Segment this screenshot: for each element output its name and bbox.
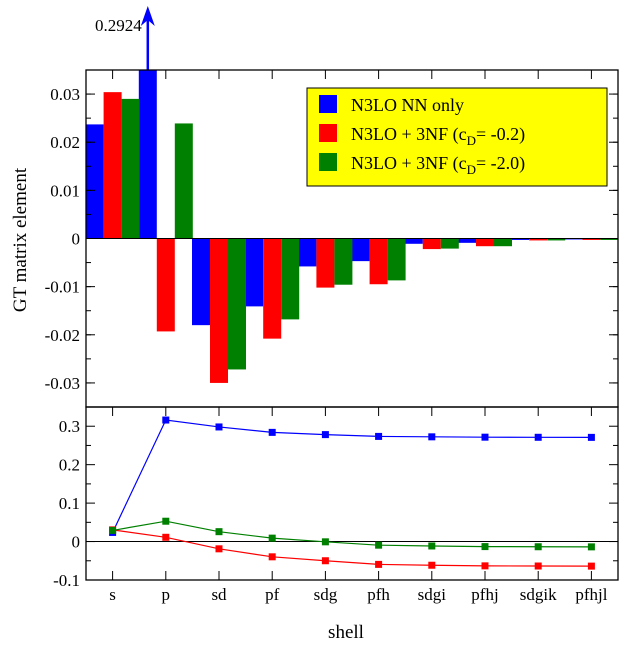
line-series-1 xyxy=(112,419,592,533)
point-p-series-3 xyxy=(162,517,170,525)
point-pfhjl-series-2 xyxy=(587,562,595,570)
point-sdg-series-1 xyxy=(321,431,329,439)
point-s-series-3 xyxy=(109,526,117,534)
point-pfh-series-3 xyxy=(375,541,383,549)
xtick-label-pfh: pfh xyxy=(367,585,390,604)
bar-pfhj-series-2 xyxy=(476,238,494,247)
legend-swatch-2 xyxy=(319,124,337,142)
bar-sdgik-series-3 xyxy=(547,238,566,241)
xtick-label-sdgik: sdgik xyxy=(520,585,557,604)
point-pf-series-3 xyxy=(268,534,276,542)
overflow-annotation: 0.2924 xyxy=(95,16,142,35)
bar-sdgi-series-3 xyxy=(440,238,459,249)
top-ytick-label: 0.02 xyxy=(50,133,80,152)
bar-pfhjl-series-3 xyxy=(600,238,619,240)
top-ytick-label: -0.01 xyxy=(45,278,80,297)
bar-sdgik-series-2 xyxy=(529,238,548,241)
bar-p-series-3 xyxy=(174,123,193,239)
line-series-2 xyxy=(112,529,592,567)
bottom-ytick-label: 0.3 xyxy=(59,417,80,436)
legend-swatch-1 xyxy=(319,95,337,113)
top-ytick-label: 0 xyxy=(72,230,81,249)
bar-pf-series-2 xyxy=(263,238,282,339)
bar-sdg-series-3 xyxy=(334,238,353,285)
point-sdgik-series-1 xyxy=(534,433,542,441)
bar-sdg-series-2 xyxy=(316,238,335,288)
bar-pf-series-1 xyxy=(245,238,264,307)
bar-pfhj-series-3 xyxy=(494,238,512,247)
xtick-label-sdg: sdg xyxy=(314,585,338,604)
point-sd-series-2 xyxy=(215,545,223,553)
xtick-label-pfhjl: pfhjl xyxy=(575,585,607,604)
bar-pfh-series-3 xyxy=(387,238,406,281)
bar-s-series-3 xyxy=(121,98,140,239)
xtick-label-pf: pf xyxy=(265,585,280,604)
overflow-arrow-head xyxy=(140,6,155,26)
bar-sdg-series-1 xyxy=(298,238,317,267)
point-pf-series-1 xyxy=(268,428,276,436)
bottom-plot-frame xyxy=(85,406,619,581)
bar-sdgik-series-1 xyxy=(511,238,530,240)
xtick-label-pfhj: pfhj xyxy=(471,585,498,604)
point-p-series-2 xyxy=(162,533,170,541)
legend-label-3: N3LO + 3NF (cD= -2.0) xyxy=(351,153,525,177)
point-pfhj-series-1 xyxy=(481,433,489,441)
legend-swatch-3 xyxy=(319,153,337,171)
point-sdg-series-3 xyxy=(321,538,329,546)
point-sd-series-1 xyxy=(215,423,223,431)
bottom-panel: -0.1 0 0.1 0.2 0.3 s p sd pf sdg pfh sdgi pfhj sdgik p… xyxy=(53,406,619,604)
xtick-label-p: p xyxy=(162,585,171,604)
top-ytick-label: 0.01 xyxy=(50,181,80,200)
bar-sd-series-1 xyxy=(192,238,210,326)
xtick-label-sdgi: sdgi xyxy=(418,585,447,604)
point-pfh-series-1 xyxy=(375,432,383,440)
legend-label-1: N3LO NN only xyxy=(351,95,464,115)
point-sdgik-series-2 xyxy=(534,562,542,570)
point-sdg-series-2 xyxy=(321,557,329,565)
point-pfhjl-series-3 xyxy=(587,543,595,551)
bar-s-series-2 xyxy=(103,92,122,239)
bar-sdgi-series-2 xyxy=(422,238,441,250)
legend-box xyxy=(306,87,608,187)
top-ytick-label: -0.02 xyxy=(45,326,80,345)
bar-pfhjl-series-2 xyxy=(582,238,601,240)
top-ytick-label: 0.03 xyxy=(50,85,80,104)
line-series-3 xyxy=(112,520,592,548)
bottom-ytick-label: 0.2 xyxy=(59,456,80,475)
bar-sd-series-2 xyxy=(210,238,228,383)
bottom-ytick-label: 0.1 xyxy=(59,494,80,513)
x-axis-label: shell xyxy=(328,622,364,643)
point-sdgi-series-2 xyxy=(428,561,436,569)
bar-s-series-1 xyxy=(85,124,104,239)
point-p-series-1 xyxy=(162,416,170,424)
xtick-label-sd: sd xyxy=(211,585,227,604)
point-sd-series-3 xyxy=(215,528,223,536)
point-pfhjl-series-1 xyxy=(587,433,595,441)
bar-sdgi-series-1 xyxy=(404,238,423,244)
point-pfhj-series-2 xyxy=(481,562,489,570)
bottom-ytick-label: 0 xyxy=(72,533,81,552)
point-sdgi-series-1 xyxy=(428,433,436,441)
point-pfhj-series-3 xyxy=(481,543,489,551)
xtick-label-s: s xyxy=(109,585,116,604)
bar-p-series-1 xyxy=(138,70,157,239)
point-pfh-series-2 xyxy=(375,560,383,568)
legend-label-2: N3LO + 3NF (cD= -0.2) xyxy=(351,124,525,148)
bar-pfh-series-2 xyxy=(369,238,388,285)
point-sdgi-series-3 xyxy=(428,542,436,550)
legend: N3LO NN only N3LO + 3NF (cD= -0.2) N3LO + … xyxy=(306,87,608,187)
top-panel: 0.2924 -0.03 -0.02 -0.01 0 0.01 0.02 0.03 xyxy=(45,6,619,408)
bottom-ytick-label: -0.1 xyxy=(53,571,80,590)
bar-pfhj-series-1 xyxy=(458,238,476,243)
point-sdgik-series-3 xyxy=(534,543,542,551)
bar-pfh-series-1 xyxy=(351,238,370,262)
bar-pf-series-3 xyxy=(281,238,300,320)
point-pf-series-2 xyxy=(268,553,276,561)
bar-p-series-2 xyxy=(156,238,175,332)
y-axis-label: GT matrix element xyxy=(10,167,31,312)
top-ytick-label: -0.03 xyxy=(45,374,80,393)
bar-sd-series-3 xyxy=(228,238,246,370)
